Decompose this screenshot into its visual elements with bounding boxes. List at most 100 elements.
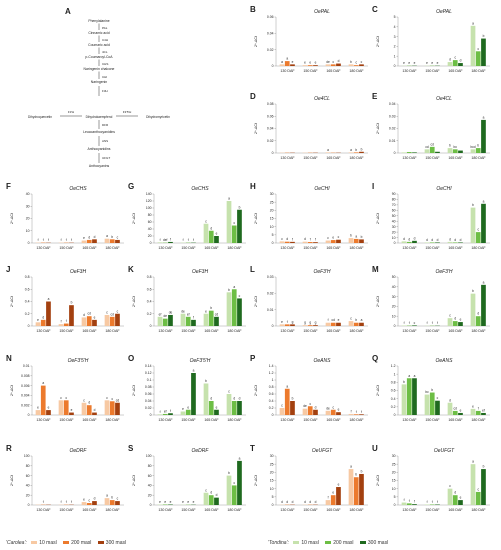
significance-letter: e xyxy=(426,61,428,65)
y-tick-label: 0.03 xyxy=(389,114,396,118)
x-tick-label: 180 DAF xyxy=(105,418,120,422)
bar xyxy=(348,238,354,243)
significance-letter: b xyxy=(355,148,357,152)
bar xyxy=(214,316,219,326)
chart-panel-P: P OeANS 2^-ΔCt 0 0.2 0.4 0.6 0.8 1 1.2 1.4 130 DAF c… xyxy=(250,354,368,422)
y-tick-label: 50 xyxy=(392,275,396,279)
y-tick-label: 0.06 xyxy=(145,392,152,396)
bar xyxy=(313,242,318,243)
bar xyxy=(185,316,191,326)
significance-letter: cd xyxy=(111,312,115,316)
pathway-node: p-Coumaroyl-CoA xyxy=(85,55,113,59)
bar xyxy=(348,152,354,153)
y-tick-label: 5 xyxy=(272,233,274,237)
bar xyxy=(470,149,476,153)
significance-letter: f xyxy=(71,500,72,504)
x-tick-label: 165 DAF xyxy=(448,156,463,160)
significance-letter: f xyxy=(361,410,362,414)
significance-letter: d xyxy=(304,500,306,504)
y-tick-label: 1.2 xyxy=(391,364,396,368)
significance-letter: b xyxy=(71,301,73,305)
significance-letter: de xyxy=(326,406,330,410)
y-tick-label: 25 xyxy=(270,200,274,204)
x-tick-label: 130 DAF xyxy=(158,418,173,422)
bar xyxy=(104,314,110,326)
y-tick-label: 0.002 xyxy=(21,403,30,407)
bar xyxy=(458,322,463,326)
y-tick-label: 80 xyxy=(26,464,30,468)
significance-letter: c xyxy=(414,321,416,325)
bar xyxy=(435,151,440,153)
bar xyxy=(290,64,295,66)
chart-title: OeUFGT xyxy=(312,448,333,454)
significance-letter: d xyxy=(286,500,288,504)
significance-letter: c xyxy=(106,310,108,314)
bar xyxy=(359,473,364,505)
pathway-node: Coumaric acid xyxy=(88,43,110,47)
significance-letter: f xyxy=(160,238,161,242)
y-tick-label: 30 xyxy=(270,454,274,458)
bar xyxy=(435,400,440,415)
significance-letter: e xyxy=(37,318,39,322)
x-tick-label: 165 DAF xyxy=(448,418,463,422)
bar xyxy=(307,406,313,415)
x-tick-label: 130 DAF xyxy=(158,246,173,250)
significance-letter: c xyxy=(477,47,479,51)
bar xyxy=(336,239,341,243)
significance-letter: e xyxy=(338,318,340,322)
y-tick-label: 60 xyxy=(392,209,396,213)
y-tick-label: 80 xyxy=(148,464,152,468)
significance-letter: d xyxy=(431,238,433,242)
y-tick-label: 100 xyxy=(146,454,152,458)
pathway-enzyme: F3'H xyxy=(68,110,74,114)
y-axis-label: 2^-ΔCt xyxy=(10,296,14,307)
significance-letter: f xyxy=(328,318,329,322)
x-tick-label: 130 DAF xyxy=(402,69,417,73)
bar xyxy=(284,324,290,326)
bar xyxy=(157,414,163,415)
x-tick-label: 165 DAF xyxy=(326,156,341,160)
significance-letter: e xyxy=(94,315,96,319)
significance-letter: a xyxy=(193,369,195,373)
significance-letter: d xyxy=(210,226,212,230)
bar xyxy=(475,491,481,505)
x-tick-label: 150 DAF xyxy=(425,418,440,422)
panel-letter: S xyxy=(128,444,134,453)
significance-letter: d xyxy=(94,497,96,501)
significance-letter: b xyxy=(228,288,230,292)
y-tick-label: 0 xyxy=(28,324,30,328)
significance-letter: e xyxy=(414,61,416,65)
significance-letter: a xyxy=(350,148,352,152)
significance-letter: d xyxy=(304,237,306,241)
y-tick-label: 5 xyxy=(394,15,396,19)
panel-letter: A xyxy=(65,7,71,16)
significance-letter: a xyxy=(286,57,288,61)
significance-letter: d xyxy=(449,237,451,241)
bar xyxy=(237,460,242,505)
x-tick-label: 150 DAF xyxy=(425,508,440,512)
significance-letter: d xyxy=(210,397,212,401)
significance-letter: ef xyxy=(164,409,167,413)
bar xyxy=(325,322,331,326)
x-tick-label: 165 DAF xyxy=(326,246,341,250)
significance-letter: c xyxy=(477,487,479,491)
x-tick-label: 130 DAF xyxy=(280,329,295,333)
bar xyxy=(307,242,313,243)
significance-letter: b xyxy=(483,465,485,469)
bar xyxy=(330,64,336,66)
bar xyxy=(208,230,214,243)
legend-title: 'Tondina': xyxy=(268,540,289,546)
significance-letter: d xyxy=(338,59,340,63)
y-tick-label: 25 xyxy=(392,462,396,466)
bar xyxy=(162,318,168,326)
chart-title: OeANS xyxy=(314,358,332,364)
y-tick-label: 70 xyxy=(392,203,396,207)
bar xyxy=(325,500,331,505)
chart-panel-E: E Oe4CL 2^-ΔCt 0 0.01 0.02 0.03 0.04 130 DAF 150 … xyxy=(372,92,490,160)
bar xyxy=(424,149,430,153)
significance-letter: b xyxy=(350,234,352,238)
significance-letter: d xyxy=(83,313,85,317)
significance-letter: c xyxy=(454,56,456,60)
